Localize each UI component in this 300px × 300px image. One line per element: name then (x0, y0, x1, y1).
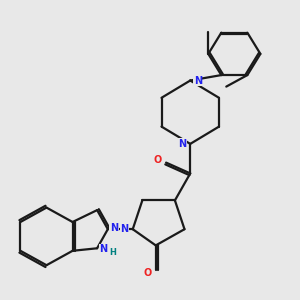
Text: N: N (120, 224, 128, 234)
Text: N: N (178, 139, 187, 149)
Text: O: O (143, 268, 152, 278)
Text: H: H (109, 248, 116, 257)
Text: N: N (110, 224, 118, 233)
Text: N: N (194, 76, 202, 85)
Text: O: O (154, 155, 162, 165)
Text: N: N (99, 244, 107, 254)
